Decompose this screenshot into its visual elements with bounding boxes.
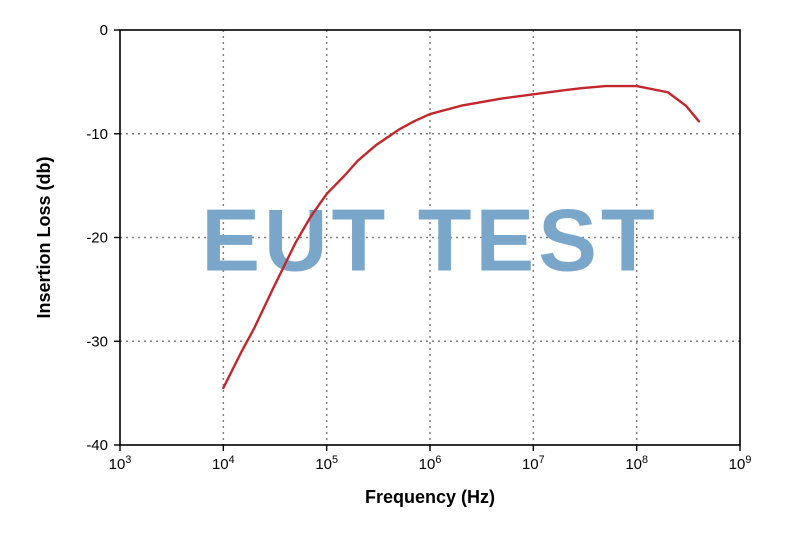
watermark-text: EUT TEST: [201, 191, 658, 290]
ytick-label: -40: [86, 437, 108, 454]
chart-container: EUT TEST1031041051061071081090-10-20-30-…: [0, 0, 788, 543]
chart-svg: EUT TEST1031041051061071081090-10-20-30-…: [0, 0, 788, 543]
x-axis-label: Frequency (Hz): [365, 487, 495, 507]
ytick-label: 0: [100, 22, 108, 39]
ytick-label: -30: [86, 333, 108, 350]
ytick-label: -10: [86, 126, 108, 143]
ytick-label: -20: [86, 230, 108, 247]
y-axis-label: Insertion Loss (db): [34, 156, 54, 318]
